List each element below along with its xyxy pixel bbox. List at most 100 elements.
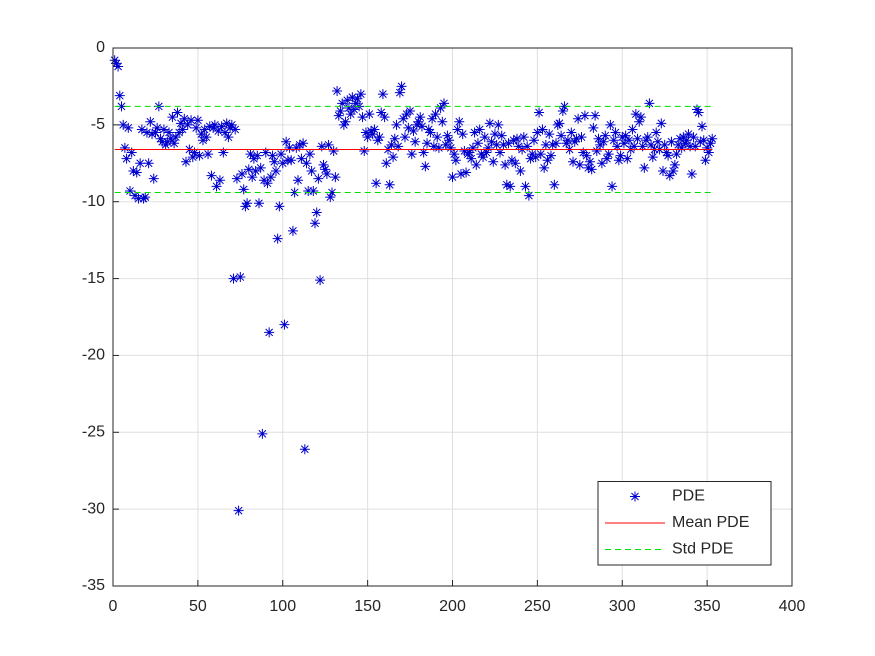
data-point xyxy=(147,129,158,140)
data-point xyxy=(661,147,672,158)
data-point xyxy=(172,107,183,118)
data-point xyxy=(155,133,166,144)
data-point xyxy=(680,138,691,149)
data-point xyxy=(573,113,584,124)
data-point xyxy=(167,112,178,123)
data-point xyxy=(408,126,419,137)
data-point xyxy=(571,133,582,144)
data-point xyxy=(664,170,675,181)
data-point xyxy=(634,116,645,127)
legend-label: PDE xyxy=(672,488,705,505)
data-point xyxy=(199,124,210,135)
data-point xyxy=(681,135,692,146)
data-point xyxy=(316,141,327,152)
data-point xyxy=(391,119,402,130)
data-point xyxy=(415,112,426,123)
data-point xyxy=(226,119,237,130)
data-point xyxy=(695,136,706,147)
data-point xyxy=(472,138,483,149)
data-point xyxy=(457,129,468,140)
data-point xyxy=(420,161,431,172)
data-point xyxy=(493,119,504,130)
data-point xyxy=(320,164,331,175)
data-point xyxy=(335,106,346,117)
data-point xyxy=(342,95,353,106)
data-point xyxy=(491,139,502,150)
data-point xyxy=(703,147,714,158)
data-point xyxy=(240,201,251,212)
data-point xyxy=(182,119,193,130)
data-point xyxy=(657,165,668,176)
data-point xyxy=(450,155,461,166)
data-point xyxy=(440,139,451,150)
data-point xyxy=(620,130,631,141)
data-point xyxy=(284,142,295,153)
data-point xyxy=(237,169,248,180)
data-point xyxy=(534,107,545,118)
data-point xyxy=(325,192,336,203)
data-point xyxy=(298,138,309,149)
data-point xyxy=(203,149,214,160)
data-point xyxy=(615,150,626,161)
data-point xyxy=(505,181,516,192)
data-point xyxy=(357,112,368,123)
data-point xyxy=(596,158,607,169)
data-point xyxy=(411,119,422,130)
data-point xyxy=(651,127,662,138)
data-point xyxy=(359,145,370,156)
data-point xyxy=(371,178,382,189)
y-tick-label: -10 xyxy=(82,193,105,210)
data-point xyxy=(191,122,202,133)
data-point xyxy=(225,122,236,133)
data-point xyxy=(478,152,489,163)
data-point xyxy=(528,135,539,146)
data-point xyxy=(512,133,523,144)
data-point xyxy=(591,145,602,156)
data-point xyxy=(326,187,337,198)
data-point xyxy=(330,172,341,183)
data-point xyxy=(454,116,465,127)
x-tick-label: 50 xyxy=(189,598,207,615)
data-point xyxy=(618,138,629,149)
data-point xyxy=(170,132,181,143)
data-point xyxy=(128,165,139,176)
data-point xyxy=(693,107,704,118)
data-point xyxy=(522,141,533,152)
data-point xyxy=(574,159,585,170)
data-point xyxy=(384,179,395,190)
data-point xyxy=(238,184,249,195)
data-point xyxy=(603,149,614,160)
data-point xyxy=(637,141,648,152)
data-point xyxy=(189,147,200,158)
data-point xyxy=(352,93,363,104)
legend-symbol xyxy=(630,491,640,502)
data-point xyxy=(630,109,641,120)
data-point xyxy=(299,444,310,455)
data-point xyxy=(301,158,312,169)
data-point xyxy=(337,98,348,109)
data-point xyxy=(652,136,663,147)
data-point xyxy=(442,130,453,141)
data-point xyxy=(635,112,646,123)
data-point xyxy=(479,132,490,143)
data-point xyxy=(323,139,334,150)
data-point xyxy=(486,136,497,147)
y-tick-label: -25 xyxy=(82,424,105,441)
data-point xyxy=(169,138,180,149)
data-point xyxy=(394,87,405,98)
data-point xyxy=(430,109,441,120)
data-point xyxy=(279,319,290,330)
data-point xyxy=(223,132,234,143)
data-point xyxy=(476,149,487,160)
data-point xyxy=(150,127,161,138)
data-point xyxy=(233,505,244,516)
data-point xyxy=(143,158,154,169)
data-point xyxy=(270,165,281,176)
data-point xyxy=(663,150,674,161)
data-point xyxy=(253,198,264,209)
data-point xyxy=(252,150,263,161)
data-point xyxy=(204,121,215,132)
data-point xyxy=(214,175,225,186)
data-point xyxy=(537,124,548,135)
